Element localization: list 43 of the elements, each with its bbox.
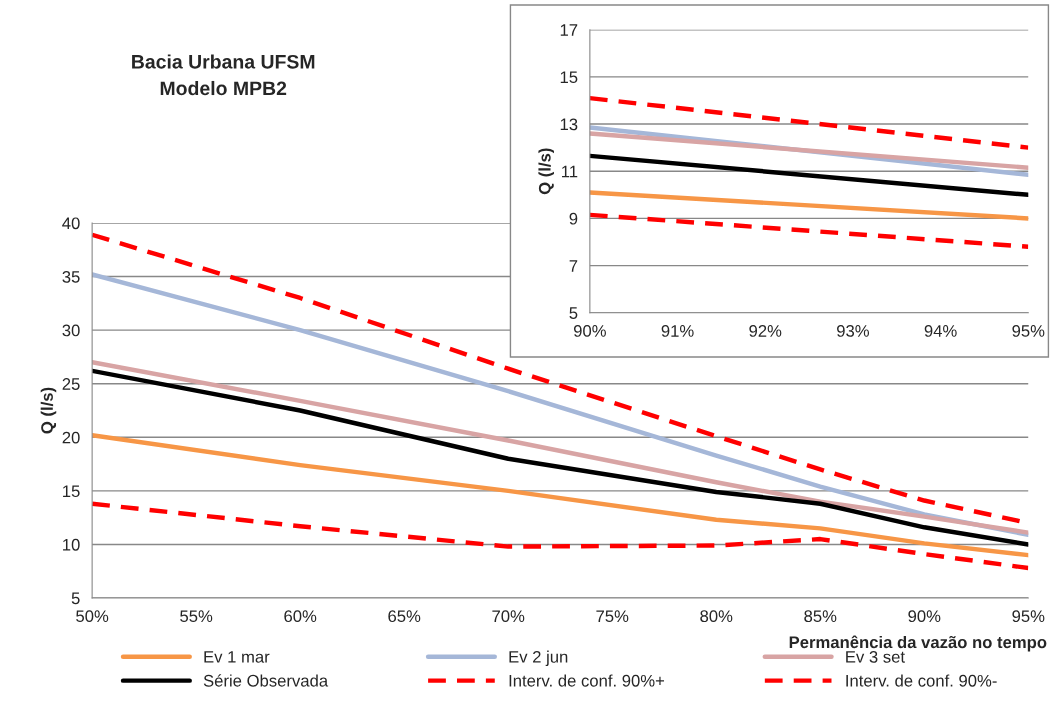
y-axis-title: Q (l/s) <box>40 387 57 434</box>
y-tick-label: 35 <box>62 270 80 283</box>
y-axis-title: Q (l/s) <box>538 148 554 195</box>
x-tick-label: 91% <box>661 325 694 337</box>
y-tick-label: 10 <box>63 538 80 551</box>
x-tick-label: 50% <box>76 610 109 623</box>
legend-label: Ev 1 mar <box>204 651 270 663</box>
legend-label: Interv. de conf. 90%- <box>846 674 997 687</box>
y-tick-label: 30 <box>62 324 80 337</box>
y-tick-label: 17 <box>560 24 578 36</box>
y-tick-label: 25 <box>62 378 80 390</box>
x-tick-label: 80% <box>700 610 733 623</box>
y-tick-label: 9 <box>569 212 578 225</box>
y-tick-label: 5 <box>71 592 80 605</box>
legend-label: Série Observada <box>203 674 329 687</box>
legend-label: Interv. de conf. 90%+ <box>509 674 665 687</box>
x-tick-label: 95% <box>1012 610 1045 623</box>
x-axis-title: Permanência da vazão no tempo <box>789 635 1047 652</box>
y-tick-label: 5 <box>569 307 578 319</box>
x-tick-label: 90% <box>908 610 941 623</box>
x-tick-label: 93% <box>837 325 870 337</box>
x-tick-label: 95% <box>1012 325 1045 337</box>
x-tick-label: 65% <box>388 610 421 623</box>
y-tick-label: 7 <box>569 260 578 272</box>
x-tick-label: 85% <box>804 610 837 623</box>
legend-label: Ev 3 set <box>846 650 905 663</box>
y-tick-label: 15 <box>63 485 80 498</box>
x-tick-label: 70% <box>492 610 525 623</box>
x-tick-label: 75% <box>596 610 629 623</box>
y-tick-label: 40 <box>62 217 80 230</box>
legend-label: Ev 2 jun <box>509 650 568 667</box>
x-tick-label: 60% <box>284 610 317 623</box>
line-series <box>92 432 1029 558</box>
line-series <box>92 501 1029 571</box>
x-tick-label: 55% <box>180 610 213 623</box>
x-tick-label: 92% <box>749 325 782 337</box>
x-tick-label: 94% <box>924 325 957 337</box>
y-tick-label: 20 <box>62 431 80 444</box>
x-tick-label: 90% <box>573 325 606 337</box>
chart-title: Bacia Urbana UFSM Modelo MPB2 <box>132 54 315 96</box>
y-tick-label: 13 <box>560 118 578 131</box>
y-tick-label: 15 <box>560 71 578 84</box>
y-tick-label: 11 <box>562 165 578 178</box>
